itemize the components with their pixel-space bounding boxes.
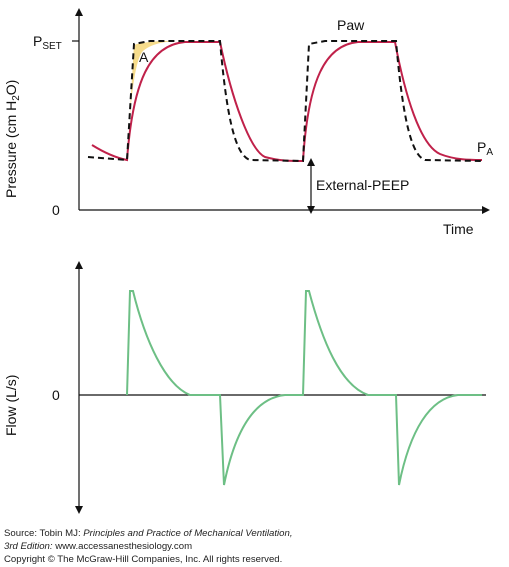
copyright-line: Copyright © The McGraw-Hill Companies, I…: [4, 554, 283, 565]
pressure-panel: PSET 0 Time Paw PA A External-PEEP Press…: [3, 8, 493, 237]
source-line-1: Source: Tobin MJ: Principles and Practic…: [4, 528, 293, 539]
flow-panel: 0 Flow (L/s): [3, 261, 486, 514]
flow-curve: [126, 290, 482, 486]
area-a-label: A: [139, 49, 149, 65]
pa-label: PA: [477, 139, 493, 158]
p-set-label: PSET: [33, 33, 62, 52]
external-peep-label: External-PEEP: [316, 177, 409, 193]
time-label: Time: [443, 221, 474, 237]
pressure-y-label: Pressure (cm H2O): [3, 80, 22, 198]
paw-label: Paw: [337, 17, 365, 33]
airway-pressure-curve: [87, 40, 483, 163]
pressure-zero-label: 0: [52, 202, 60, 218]
alveolar-pressure-curve: [91, 41, 483, 163]
source-line-2: 3rd Edition: www.accessanesthesiology.co…: [4, 541, 193, 552]
flow-zero-label: 0: [52, 387, 60, 403]
flow-y-label: Flow (L/s): [3, 375, 19, 436]
